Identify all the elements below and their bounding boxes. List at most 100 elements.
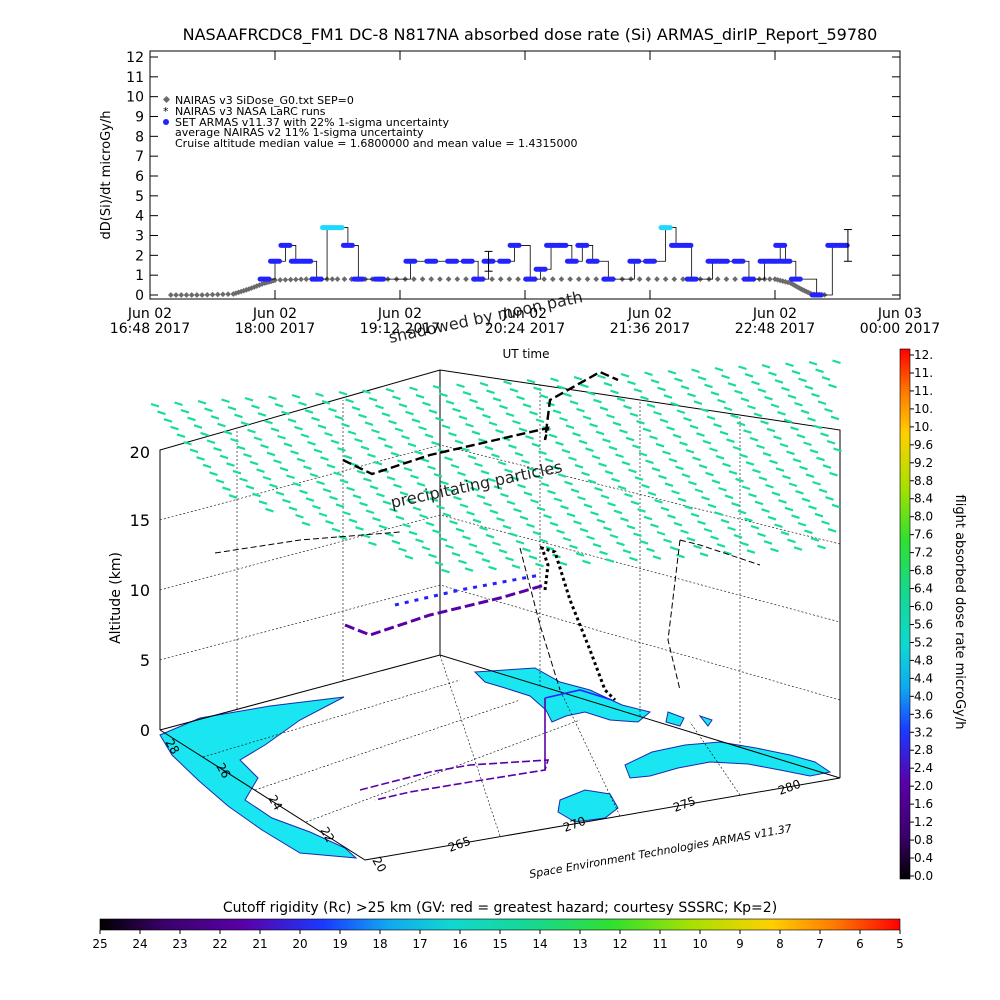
particle-arrow <box>221 398 230 404</box>
particle-arrow <box>449 520 458 525</box>
particle-arrow <box>633 532 642 538</box>
particle-arrow <box>781 386 790 392</box>
particle-arrow <box>243 453 252 458</box>
particle-arrow <box>659 418 669 424</box>
cutoff-tick-label: 22 <box>212 937 227 951</box>
particle-arrow <box>670 401 679 407</box>
particle-arrow <box>676 553 685 559</box>
particle-arrow <box>170 425 179 431</box>
particle-arrow <box>251 404 260 410</box>
cutoff-tick-label: 8 <box>776 937 784 951</box>
particle-arrow <box>448 432 457 437</box>
y-tick-label: 11 <box>126 70 144 86</box>
colorbar-tick-label: 5.2 <box>914 635 933 649</box>
particle-arrow <box>717 398 726 404</box>
particle-arrow <box>702 439 712 445</box>
x-tick-label-date: Jun 02 <box>502 306 547 322</box>
cutoff-tick-label: 11 <box>652 937 667 951</box>
particle-arrow <box>232 469 242 475</box>
particle-arrow <box>488 421 498 427</box>
particle-arrow <box>633 388 643 393</box>
particle-arrow <box>663 394 673 399</box>
particle-arrow <box>268 395 277 401</box>
particle-arrow <box>686 537 696 542</box>
particle-arrow <box>680 529 689 535</box>
particle-arrow <box>641 483 650 489</box>
particle-arrow <box>320 456 329 461</box>
particle-arrow <box>283 442 293 448</box>
particle-arrow <box>783 418 793 424</box>
particle-arrow <box>407 442 417 448</box>
particle-arrow <box>784 506 794 512</box>
particle-arrow <box>398 403 408 408</box>
particle-arrow <box>305 497 315 502</box>
y-tick-label: 4 <box>135 209 144 225</box>
particle-arrow <box>391 539 401 545</box>
particle-arrow <box>595 430 605 436</box>
particle-arrow <box>722 462 731 468</box>
particle-arrow <box>679 441 688 446</box>
particle-arrow <box>828 383 837 389</box>
particle-arrow <box>538 450 547 455</box>
colorbar-tick-label: 1.6 <box>914 797 933 811</box>
particle-arrow <box>676 409 686 415</box>
particle-arrow <box>495 429 504 434</box>
particle-arrow <box>209 471 218 476</box>
particle-arrow <box>291 393 301 399</box>
particle-arrow <box>779 442 789 448</box>
particle-arrow <box>313 448 323 454</box>
particle-arrow <box>525 435 534 440</box>
particle-arrow <box>813 424 823 430</box>
particle-arrow <box>427 465 436 471</box>
particle-arrow <box>317 424 327 429</box>
particle-arrow <box>264 419 273 425</box>
cutoff-tick-label: 13 <box>572 937 587 951</box>
particle-arrow <box>440 480 449 486</box>
particle-arrow <box>774 523 783 529</box>
particle-arrow <box>265 507 274 513</box>
particle-arrow <box>506 500 516 506</box>
particle-arrow <box>750 524 760 530</box>
particle-arrow <box>228 494 238 499</box>
particle-arrow <box>287 418 297 423</box>
particle-arrow <box>816 456 825 462</box>
particle-arrow <box>416 482 426 487</box>
particle-arrow <box>653 410 662 416</box>
particle-arrow <box>428 553 437 559</box>
armas-point <box>288 258 303 264</box>
particle-arrow <box>826 439 836 445</box>
particle-arrow <box>425 521 435 527</box>
nairas-point <box>584 276 591 282</box>
particle-arrow <box>612 421 622 427</box>
particle-arrow <box>421 545 431 551</box>
nairas-point <box>168 292 174 298</box>
x-tick-label-time: 18:00 2017 <box>235 321 315 337</box>
particle-arrow <box>249 460 259 466</box>
particle-arrow <box>727 526 736 532</box>
particle-arrow <box>629 412 639 418</box>
particle-arrow <box>389 507 398 513</box>
particle-arrow <box>368 397 378 402</box>
particle-arrow <box>377 436 387 442</box>
particle-arrow <box>298 401 307 407</box>
particle-arrow <box>688 480 697 486</box>
y-tick-label: 7 <box>135 149 144 165</box>
particle-arrow <box>740 541 749 547</box>
cutoff-tick-label: 10 <box>692 937 707 951</box>
armas-point <box>643 258 657 264</box>
particle-arrow <box>669 546 679 551</box>
particle-arrow <box>832 359 841 365</box>
particle-arrow <box>795 490 804 495</box>
latitude-tick-label: 24 <box>265 793 285 813</box>
particle-arrow <box>730 414 739 419</box>
particle-arrow <box>269 483 278 489</box>
particle-arrow <box>244 396 254 402</box>
particle-arrow <box>721 374 730 380</box>
particle-arrow <box>358 413 367 419</box>
particle-arrow <box>733 534 743 539</box>
particle-arrow <box>796 433 806 439</box>
particle-arrow <box>432 384 442 390</box>
particle-arrow <box>827 528 837 533</box>
particle-arrow <box>634 476 644 481</box>
particle-arrow <box>787 394 797 399</box>
